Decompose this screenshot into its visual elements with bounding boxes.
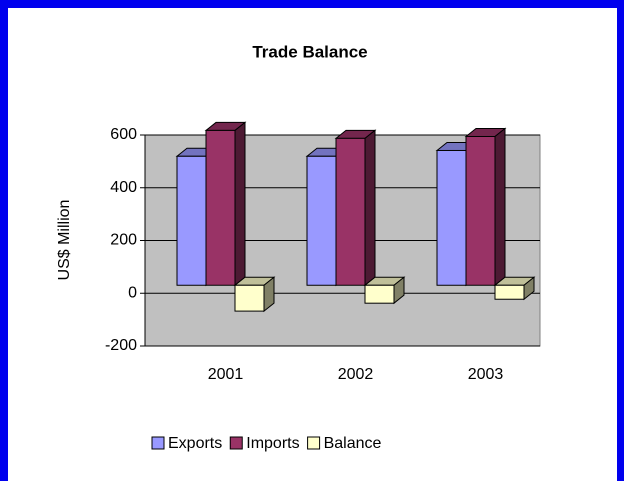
bar (494, 284, 525, 300)
bar (176, 155, 207, 286)
bar-side (494, 127, 506, 287)
x-tick-label: 2001 (208, 366, 244, 383)
y-tick-label: 400 (110, 179, 137, 196)
bar (234, 284, 265, 312)
x-tick-label: 2003 (468, 366, 504, 383)
bar (436, 149, 467, 286)
legend-label: Exports (168, 435, 222, 452)
bar (335, 137, 366, 286)
legend-label: Balance (324, 435, 382, 452)
legend-label: Imports (246, 435, 299, 452)
bar (205, 129, 236, 286)
y-axis-label: US$ Million (56, 200, 73, 281)
bar (465, 135, 496, 286)
y-tick-label: 0 (128, 284, 137, 301)
bar-side (234, 121, 246, 287)
bar (364, 284, 395, 304)
y-tick-label: -200 (105, 337, 137, 354)
x-tick-label: 2002 (338, 366, 374, 383)
y-tick-label: 600 (110, 126, 137, 143)
y-tick-label: 200 (110, 232, 137, 249)
border-top (0, 0, 624, 8)
legend-swatch (151, 436, 165, 450)
chart-title: Trade Balance (252, 42, 367, 61)
legend-swatch (307, 436, 321, 450)
bar (306, 155, 337, 286)
bar-side (364, 129, 376, 287)
border-right (617, 0, 624, 481)
border-left (0, 0, 8, 481)
legend-swatch (229, 436, 243, 450)
